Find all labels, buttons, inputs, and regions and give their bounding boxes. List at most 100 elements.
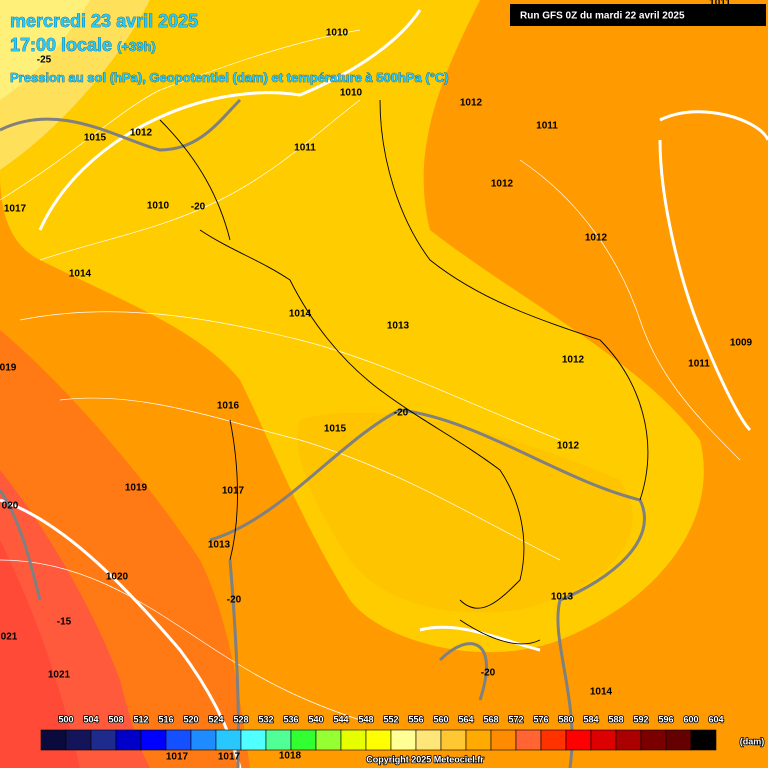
isobar-label: 1017 (222, 486, 245, 497)
isobar-label: 1015 (84, 133, 107, 144)
isobar-label: 1017 (4, 204, 27, 215)
subtitle: Pression au sol (hPa), Geopotentiel (dam… (10, 70, 449, 85)
legend-label: 548 (358, 714, 373, 724)
legend-swatch (640, 729, 667, 751)
legend-label: 596 (658, 714, 673, 724)
legend-unit: (dam) (740, 736, 765, 746)
legend-swatch (440, 729, 467, 751)
isobar-label: 1012 (130, 128, 153, 139)
legend-swatch (115, 729, 142, 751)
legend-label: 544 (333, 714, 348, 724)
isobar-label: 1019 (125, 483, 148, 494)
legend-label: 508 (108, 714, 123, 724)
legend-label: 552 (383, 714, 398, 724)
legend-swatch (465, 729, 492, 751)
isobar-label: 1017 (218, 752, 241, 763)
isobar-label: 1010 (340, 88, 363, 99)
isobar-label: 1014 (289, 309, 312, 320)
isobar-label: 1017 (166, 752, 189, 763)
legend-swatch (540, 729, 567, 751)
isobars (0, 29, 741, 721)
legend-swatch (415, 729, 442, 751)
date: mercredi 23 avril 2025 (10, 11, 198, 31)
legend-label: 576 (533, 714, 548, 724)
isobar-label: 021 (1, 632, 18, 643)
geopotential-lines (0, 9, 768, 768)
legend-swatch (390, 729, 417, 751)
isobar-label: 1011 (709, 0, 731, 9)
legend-label: 592 (633, 714, 648, 724)
legend-label: 524 (208, 714, 223, 724)
time-local: 17:00 locale (10, 35, 112, 55)
run-box (510, 4, 766, 26)
legend-swatch (490, 729, 517, 751)
isobar-label: 1012 (491, 179, 514, 190)
legend-swatch (40, 729, 67, 751)
legend-label: 500 (58, 714, 73, 724)
isobar-label: 1011 (536, 121, 558, 132)
isobar-label: 1013 (208, 540, 231, 551)
map-labels: 1011 1010 -25 1010 1012 1011 1015 1012 1011 1012 1… (0, 0, 753, 763)
legend-label: 604 (708, 714, 723, 724)
legend-label: 600 (683, 714, 698, 724)
legend-label: 516 (158, 714, 173, 724)
legend-label: 512 (133, 714, 148, 724)
isobar-label: -15 (57, 617, 72, 628)
legend-swatch (515, 729, 542, 751)
legend-swatch (365, 729, 392, 751)
isobar-label: 1016 (217, 401, 240, 412)
legend-swatch (565, 729, 592, 751)
legend-label: 540 (308, 714, 323, 724)
isobar-label: 1021 (48, 670, 71, 681)
isobar-label: 1014 (590, 687, 613, 698)
legend-label: 504 (83, 714, 98, 724)
isobar-label: 1012 (557, 441, 580, 452)
legend-swatch (315, 729, 342, 751)
legend-label: 584 (583, 714, 598, 724)
legend-swatch (190, 729, 217, 751)
legend-swatch (340, 729, 367, 751)
legend-label: 580 (558, 714, 573, 724)
isobar-label: 1010 (147, 201, 170, 212)
legend-label: 564 (458, 714, 473, 724)
legend-label: 556 (408, 714, 423, 724)
isotherms (0, 98, 647, 768)
copyright: Copyright 2025 Meteociel.fr (366, 754, 484, 764)
legend-swatch (290, 729, 317, 751)
legend-swatch (265, 729, 292, 751)
legend-label: 532 (258, 714, 273, 724)
isobar-label: 1018 (279, 751, 302, 762)
legend-swatch (240, 729, 267, 751)
isobar-label: 1011 (294, 143, 316, 154)
isobar-label: -20 (481, 668, 496, 679)
time-offset: (+39h) (117, 39, 156, 54)
coastlines (159, 99, 649, 645)
legend-swatch (615, 729, 642, 751)
isobar-label: 1012 (460, 98, 483, 109)
legend-swatch (215, 729, 242, 751)
legend: 500 504 508 512 516 520 524 528 532 536 540 544 548 5… (40, 714, 724, 751)
isobar-label: 1011 (688, 359, 710, 370)
isobar-label: 1015 (324, 424, 347, 435)
isobar-label: 1012 (562, 355, 585, 366)
legend-swatch (90, 729, 117, 751)
run-info: Run GFS 0Z du mardi 22 avril 2025 (520, 11, 685, 22)
legend-label: 536 (283, 714, 298, 724)
isobar-label: 1012 (585, 233, 608, 244)
isobar-label: -20 (191, 202, 206, 213)
legend-swatch (665, 729, 692, 751)
isobar-label: 1009 (730, 338, 753, 349)
isobar-label: 1020 (106, 572, 129, 583)
isobar-label: 1013 (387, 321, 410, 332)
legend-label: 520 (183, 714, 198, 724)
legend-swatch (590, 729, 617, 751)
isobar-label: 020 (2, 501, 19, 512)
isobar-label: 1010 (326, 28, 349, 39)
legend-swatch (690, 729, 717, 751)
legend-label: 560 (433, 714, 448, 724)
isobar-label: -25 (37, 55, 52, 66)
time: 17:00 locale (+39h) (10, 35, 156, 55)
legend-label: 572 (508, 714, 523, 724)
legend-label: 588 (608, 714, 623, 724)
